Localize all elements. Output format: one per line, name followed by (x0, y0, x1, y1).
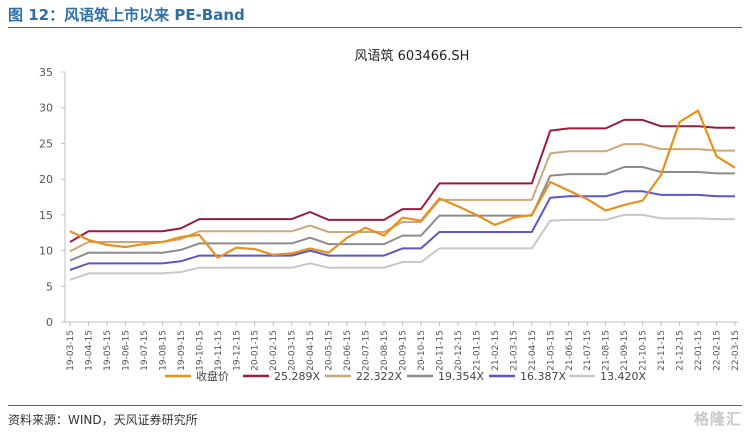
legend-label: 16.387X (520, 370, 566, 383)
chart-title: 风语筑 603466.SH (355, 48, 470, 64)
x-tick-label: 21-06-15 (565, 330, 575, 371)
series-line (69, 143, 735, 253)
series-line (69, 118, 735, 243)
x-tick-label: 21-09-15 (620, 330, 630, 371)
x-tick-label: 19-03-15 (66, 330, 76, 371)
legend-label: 25.289X (274, 370, 320, 383)
legend-label: 收盘价 (196, 369, 229, 383)
x-tick-label: 19-05-15 (103, 330, 113, 371)
legend-label: 22.322X (356, 370, 402, 383)
x-tick-label: 20-10-15 (417, 330, 427, 371)
series-line (69, 190, 735, 271)
y-tick-label: 10 (39, 245, 53, 258)
y-tick-label: 25 (39, 137, 53, 150)
x-tick-label: 19-11-15 (214, 330, 224, 371)
x-axis: 19-03-15 19-04-15 19-05-15 19-06-15 19-07-15… (65, 321, 741, 371)
x-tick-label: 22-02-15 (713, 330, 723, 371)
y-tick-label: 0 (46, 316, 53, 329)
figure-title: 图 12：风语筑上市以来 PE-Band (8, 6, 245, 24)
y-axis: 0 5 10 15 20 25 30 35 (39, 66, 66, 329)
x-tick-label: 21-10-15 (639, 330, 649, 371)
series-line (69, 109, 736, 259)
x-tick-label: 20-05-15 (325, 330, 335, 371)
x-tick-label: 20-06-15 (343, 330, 353, 371)
x-tick-label: 21-12-15 (676, 330, 686, 371)
series-lines (69, 109, 736, 281)
x-tick-label: 21-11-15 (657, 330, 667, 371)
x-tick-label: 20-11-15 (435, 330, 445, 371)
x-tick-label: 22-03-15 (731, 330, 741, 371)
source-note: 资料来源：WIND，天风证券研究所 (8, 413, 198, 427)
y-tick-label: 5 (46, 280, 53, 293)
legend-label: 19.354X (438, 370, 484, 383)
legend: 收盘价 25.289X 22.322X 19.354X 16.387X 13.420X (165, 369, 646, 383)
x-tick-label: 19-09-15 (177, 330, 187, 371)
title-divider (8, 27, 742, 28)
y-tick-label: 15 (39, 209, 53, 222)
legend-label: 13.420X (600, 370, 646, 383)
x-tick-label: 19-06-15 (121, 330, 131, 371)
x-tick-label: 19-10-15 (195, 330, 205, 371)
x-tick-label: 21-08-15 (602, 330, 612, 371)
x-tick-label: 20-01-15 (251, 330, 261, 371)
x-tick-label: 20-03-15 (288, 330, 298, 371)
x-tick-label: 21-01-15 (472, 330, 482, 371)
y-tick-label: 30 (39, 102, 53, 115)
source-divider (8, 405, 742, 406)
y-tick-label: 35 (39, 66, 53, 79)
x-tick-label: 20-04-15 (306, 330, 316, 371)
x-tick-label: 22-01-15 (694, 330, 704, 371)
x-tick-label: 19-12-15 (232, 330, 242, 371)
x-tick-label: 20-07-15 (362, 330, 372, 371)
x-tick-label: 19-07-15 (140, 330, 150, 371)
x-tick-label: 21-05-15 (546, 330, 556, 371)
x-tick-label: 19-08-15 (158, 330, 168, 371)
x-tick-label: 21-03-15 (509, 330, 519, 371)
x-tick-label: 19-04-15 (84, 330, 94, 371)
watermark-logo: 格隆汇 (693, 410, 742, 428)
x-tick-label: 21-07-15 (583, 330, 593, 371)
series-line (69, 166, 735, 262)
x-tick-label: 21-02-15 (491, 330, 501, 371)
x-tick-label: 21-04-15 (528, 330, 538, 371)
x-tick-label: 20-02-15 (269, 330, 279, 371)
x-tick-label: 20-08-15 (380, 330, 390, 371)
x-tick-label: 20-09-15 (399, 330, 409, 371)
series-line (69, 213, 735, 281)
x-tick-label: 20-12-15 (454, 330, 464, 371)
y-tick-label: 20 (39, 173, 53, 186)
